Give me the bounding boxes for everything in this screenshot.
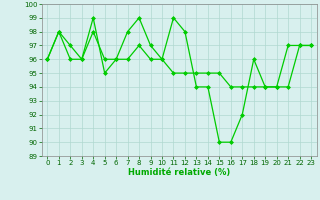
X-axis label: Humidité relative (%): Humidité relative (%) — [128, 168, 230, 177]
